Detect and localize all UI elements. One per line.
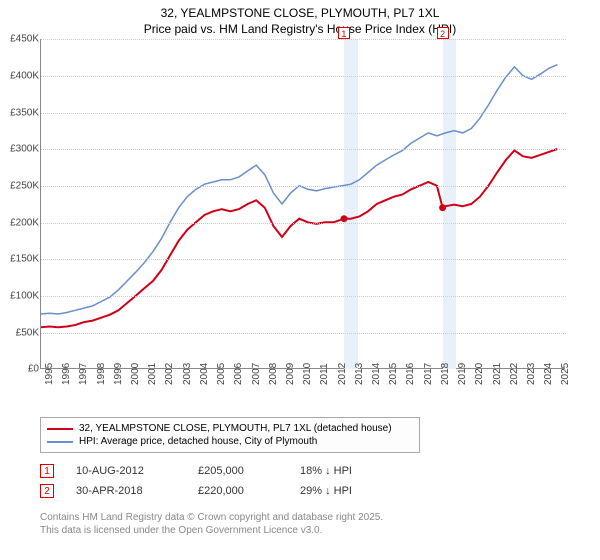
y-axis-label: £300K — [1, 144, 39, 155]
attribution-text: Contains HM Land Registry data © Crown c… — [40, 511, 600, 537]
x-axis-label: 2010 — [302, 363, 313, 385]
x-axis-label: 2011 — [319, 364, 330, 386]
y-axis-label: £400K — [1, 70, 39, 81]
x-axis-label: 2002 — [164, 363, 175, 385]
x-axis-label: 2025 — [560, 363, 571, 385]
x-axis-label: 2008 — [268, 363, 279, 385]
y-axis-label: £450K — [1, 34, 39, 45]
sale-dot — [341, 215, 348, 222]
line-canvas — [41, 39, 566, 369]
x-axis-label: 2005 — [216, 363, 227, 385]
legend-label: 32, YEALMPSTONE CLOSE, PLYMOUTH, PL7 1XL… — [79, 423, 392, 434]
sale-date: 10-AUG-2012 — [76, 465, 176, 477]
gridline — [41, 113, 566, 114]
x-axis-label: 1995 — [44, 363, 55, 385]
sale-price: £220,000 — [198, 485, 278, 497]
sales-table-row: 2 30-APR-2018 £220,000 29% ↓ HPI — [40, 481, 600, 501]
sale-price: £205,000 — [198, 465, 278, 477]
title-subtitle: Price paid vs. HM Land Registry's House … — [0, 22, 600, 38]
legend-item: HPI: Average price, detached house, City… — [47, 435, 413, 448]
x-axis-label: 2000 — [130, 363, 141, 385]
gridline — [41, 333, 566, 334]
plot-region: £0£50K£100K£150K£200K£250K£300K£350K£400… — [40, 39, 565, 369]
series-property — [41, 149, 557, 327]
gridline — [41, 186, 566, 187]
legend-label: HPI: Average price, detached house, City… — [79, 436, 317, 447]
x-axis-label: 2015 — [388, 363, 399, 385]
sale-date: 30-APR-2018 — [76, 485, 176, 497]
y-axis-label: £100K — [1, 290, 39, 301]
gridline — [41, 149, 566, 150]
legend-item: 32, YEALMPSTONE CLOSE, PLYMOUTH, PL7 1XL… — [47, 422, 413, 435]
chart-area: £0£50K£100K£150K£200K£250K£300K£350K£400… — [40, 39, 600, 387]
x-axis-label: 1996 — [61, 363, 72, 385]
x-axis-label: 2020 — [474, 363, 485, 385]
x-axis-label: 2009 — [285, 363, 296, 385]
gridline — [41, 76, 566, 77]
sale-dot — [439, 204, 446, 211]
attr-line2: This data is licensed under the Open Gov… — [40, 524, 600, 537]
x-axis-label: 2017 — [423, 363, 434, 385]
sale-marker: 2 — [437, 27, 449, 39]
x-axis-label: 2001 — [147, 363, 158, 385]
gridline — [41, 223, 566, 224]
legend-swatch — [47, 441, 73, 443]
sale-hpi-delta: 29% ↓ HPI — [300, 485, 352, 497]
sale-index-box: 2 — [40, 484, 54, 498]
sales-table-row: 1 10-AUG-2012 £205,000 18% ↓ HPI — [40, 461, 600, 481]
sale-index-box: 1 — [40, 464, 54, 478]
x-axis-label: 2003 — [182, 363, 193, 385]
y-axis-label: £250K — [1, 180, 39, 191]
attr-line1: Contains HM Land Registry data © Crown c… — [40, 511, 600, 524]
x-axis-label: 2012 — [337, 363, 348, 385]
x-axis-label: 2016 — [405, 363, 416, 385]
chart-title-block: 32, YEALMPSTONE CLOSE, PLYMOUTH, PL7 1XL… — [0, 0, 600, 39]
y-axis-label: £50K — [1, 327, 39, 338]
x-axis-label: 2018 — [440, 363, 451, 385]
x-axis-label: 2013 — [354, 363, 365, 385]
sales-table: 1 10-AUG-2012 £205,000 18% ↓ HPI 2 30-APR-201… — [40, 461, 600, 501]
x-axis-label: 2019 — [457, 363, 468, 385]
gridline — [41, 296, 566, 297]
x-axis-label: 1999 — [113, 363, 124, 385]
legend-swatch — [47, 428, 73, 430]
sale-marker: 1 — [338, 27, 350, 39]
y-axis-label: £0 — [1, 364, 39, 375]
x-axis-label: 1998 — [96, 363, 107, 385]
gridline — [41, 39, 566, 40]
x-axis-label: 2007 — [251, 363, 262, 385]
x-axis-label: 2024 — [543, 363, 554, 385]
legend-box: 32, YEALMPSTONE CLOSE, PLYMOUTH, PL7 1XL… — [40, 417, 420, 453]
x-axis-label: 2004 — [199, 363, 210, 385]
y-axis-label: £200K — [1, 217, 39, 228]
x-axis-label: 2006 — [233, 363, 244, 385]
y-axis-label: £350K — [1, 107, 39, 118]
x-axis-label: 2022 — [509, 363, 520, 385]
x-axis-label: 2023 — [526, 363, 537, 385]
sale-hpi-delta: 18% ↓ HPI — [300, 465, 352, 477]
x-axis-label: 2021 — [492, 363, 503, 385]
series-hpi — [41, 65, 557, 314]
x-axis-label: 1997 — [78, 363, 89, 385]
x-axis-label: 2014 — [371, 363, 382, 385]
gridline — [41, 259, 566, 260]
y-axis-label: £150K — [1, 254, 39, 265]
title-address: 32, YEALMPSTONE CLOSE, PLYMOUTH, PL7 1XL — [0, 6, 600, 22]
